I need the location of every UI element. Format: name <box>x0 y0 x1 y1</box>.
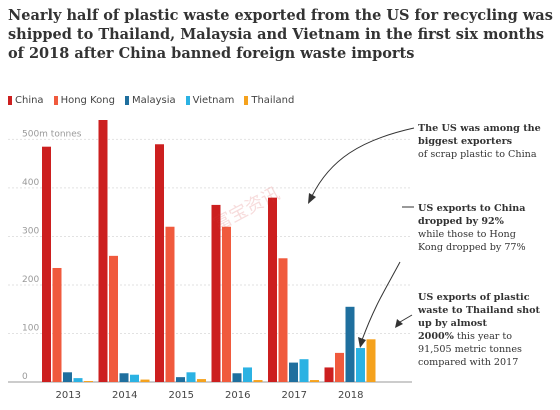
bar-china-2013 <box>42 146 51 382</box>
bar-thailand-2016 <box>253 380 263 382</box>
bar-china-2014 <box>98 120 108 382</box>
annotation-2-bold: US exports to China dropped by 92% <box>418 203 526 227</box>
legend-label: China <box>15 95 44 106</box>
x-tick-label: 2013 <box>56 390 81 401</box>
legend: China Hong Kong Malaysia Vietnam Thailan… <box>8 95 294 106</box>
annotation-3-bold: US exports of plastic waste to Thailand … <box>418 292 540 329</box>
arrow-4-head <box>395 319 403 328</box>
legend-item-vietnam: Vietnam <box>185 95 235 106</box>
legend-swatch <box>244 96 249 105</box>
bar-vietnam-2016 <box>243 367 252 382</box>
legend-swatch <box>8 96 12 105</box>
annotation-1-bold: The US was among the biggest exporters <box>418 123 541 147</box>
legend-swatch <box>185 96 190 105</box>
annotation-1-text: of scrap plastic to China <box>418 149 537 160</box>
legend-item-hong-kong: Hong Kong <box>53 95 115 106</box>
x-tick-label: 2015 <box>169 390 194 401</box>
x-tick-label: 2018 <box>338 390 363 401</box>
legend-item-china: China <box>8 95 44 106</box>
bar-malaysia-2017 <box>289 362 298 382</box>
bar-thailand-2018 <box>366 339 376 382</box>
annotation-2-text: while those to Hong Kong dropped by 77% <box>418 229 526 253</box>
y-tick-label: 200 <box>22 275 39 285</box>
annotation-2: US exports to China dropped by 92% while… <box>418 202 540 254</box>
bar-thailand-2013 <box>84 381 93 382</box>
legend-label: Hong Kong <box>60 95 115 106</box>
legend-label: Malaysia <box>131 95 176 106</box>
bar-thailand-2015 <box>197 379 206 382</box>
arrow-4 <box>399 314 413 323</box>
bar-malaysia-2014 <box>119 373 129 382</box>
x-tick-label: 2014 <box>112 390 137 401</box>
legend-swatch <box>53 96 58 105</box>
bar-hong-kong-2015 <box>165 226 175 382</box>
bar-thailand-2014 <box>140 379 150 382</box>
legend-swatch <box>124 96 129 105</box>
arrow-3-head <box>358 337 366 348</box>
bar-vietnam-2015 <box>186 372 196 382</box>
y-tick-label: 100 <box>22 323 39 333</box>
legend-item-thailand: Thailand <box>244 95 294 106</box>
bar-china-2016 <box>211 204 221 382</box>
annotation-3-percent: 2000% <box>418 331 454 342</box>
annotation-1: The US was among the biggest exporters o… <box>418 122 553 161</box>
arrow-3 <box>361 261 401 341</box>
annotation-3: US exports of plastic waste to Thailand … <box>418 291 548 369</box>
bar-malaysia-2016 <box>232 373 242 382</box>
bar-malaysia-2015 <box>176 377 185 382</box>
bar-china-2018 <box>324 367 334 382</box>
annotation-3-text: 2000% this year to 91,505 metric tonnes … <box>418 330 548 369</box>
bar-china-2015 <box>155 144 164 382</box>
bar-vietnam-2014 <box>130 374 139 382</box>
bar-malaysia-2013 <box>63 372 72 382</box>
bar-hong-kong-2017 <box>278 258 288 382</box>
y-tick-label: 0 <box>22 372 28 382</box>
bar-china-2017 <box>268 197 277 382</box>
x-tick-label: 2016 <box>225 390 250 401</box>
bar-vietnam-2018 <box>356 348 365 382</box>
bar-thailand-2017 <box>310 380 319 382</box>
bar-hong-kong-2013 <box>52 267 62 382</box>
bar-malaysia-2018 <box>345 306 355 382</box>
legend-item-malaysia: Malaysia <box>124 95 176 106</box>
arrow-1 <box>311 127 415 197</box>
x-tick-label: 2017 <box>282 390 307 401</box>
y-tick-label: 300 <box>22 226 39 236</box>
bar-hong-kong-2016 <box>222 226 231 382</box>
annotation-3-rest: this year to 91,505 metric tonnes compar… <box>418 331 522 368</box>
chart-title: Nearly half of plastic waste exported fr… <box>8 7 553 62</box>
arrow-1-head <box>308 193 316 204</box>
bar-vietnam-2013 <box>73 378 83 382</box>
y-tick-label: 400 <box>22 178 39 188</box>
legend-label: Thailand <box>251 95 295 106</box>
y-tick-label: 500m tonnes <box>22 129 82 139</box>
bar-hong-kong-2018 <box>335 352 344 382</box>
legend-label: Vietnam <box>192 95 235 106</box>
bar-hong-kong-2014 <box>109 255 118 382</box>
bar-vietnam-2017 <box>299 359 309 382</box>
